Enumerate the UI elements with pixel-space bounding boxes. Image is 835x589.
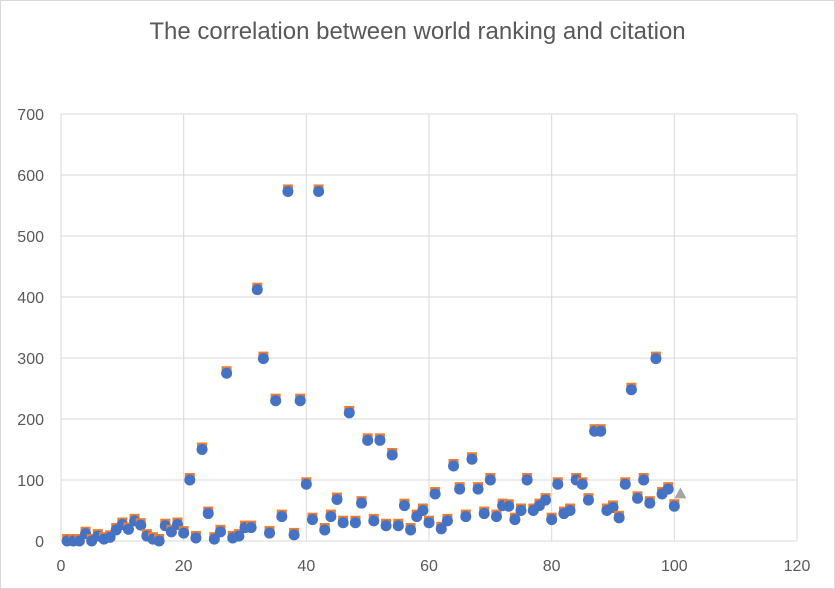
- data-point: [521, 474, 533, 486]
- data-point: [196, 444, 208, 455]
- data-point: [343, 407, 355, 419]
- y-axis-tick-labels: 0 100 200 300 400 500 600 700: [17, 107, 44, 551]
- data-point: [484, 474, 496, 486]
- data-point: [331, 494, 343, 506]
- data-point: [546, 514, 558, 526]
- data-point: [135, 519, 147, 531]
- triangle-data-point: [674, 487, 687, 499]
- data-point: [319, 524, 331, 536]
- data-point: [153, 535, 165, 547]
- data-point: [582, 494, 594, 506]
- data-point: [503, 500, 515, 512]
- data-point: [490, 511, 502, 523]
- data-point: [632, 492, 644, 504]
- data-point: [245, 522, 257, 534]
- data-point: [122, 523, 134, 535]
- data-point: [392, 520, 404, 532]
- data-point: [251, 284, 263, 296]
- data-point: [73, 535, 85, 547]
- data-point: [325, 511, 337, 523]
- data-point: [380, 520, 392, 532]
- y-tick-label: 500: [17, 229, 44, 246]
- data-point: [515, 505, 527, 516]
- data-point: [564, 505, 576, 516]
- x-axis-tick-labels: 0 20 40 60 80 100 120: [57, 558, 811, 575]
- data-point: [368, 515, 380, 527]
- data-point: [423, 517, 435, 529]
- y-tick-label: 0: [35, 534, 44, 551]
- data-point: [441, 515, 453, 527]
- data-point: [178, 527, 190, 539]
- data-point: [257, 353, 269, 365]
- data-point: [184, 474, 196, 486]
- data-point: [104, 531, 116, 543]
- data-point: [466, 453, 478, 465]
- data-point: [405, 524, 417, 536]
- y-tick-label: 600: [17, 168, 44, 185]
- data-point: [668, 500, 680, 512]
- data-point: [429, 488, 441, 500]
- data-point: [417, 505, 429, 516]
- data-point: [306, 514, 318, 526]
- gridlines: [60, 113, 798, 542]
- data-point: [644, 497, 656, 509]
- x-tick-label: 120: [784, 558, 811, 575]
- data-point: [509, 514, 521, 526]
- data-point: [607, 501, 619, 513]
- data-point: [448, 460, 460, 472]
- data-point: [294, 395, 306, 407]
- data-point: [478, 508, 490, 520]
- x-tick-label: 0: [57, 558, 66, 575]
- data-point: [276, 511, 288, 523]
- data-point: [386, 449, 398, 461]
- data-point: [595, 425, 607, 437]
- data-point: [625, 384, 637, 396]
- y-tick-label: 200: [17, 412, 44, 429]
- y-tick-label: 400: [17, 290, 44, 307]
- data-point: [208, 533, 220, 545]
- data-point: [282, 185, 294, 197]
- data-point: [362, 434, 374, 446]
- data-point: [221, 367, 233, 379]
- data-point: [300, 478, 312, 490]
- data-point: [374, 434, 386, 446]
- data-point: [356, 497, 368, 509]
- data-point: [435, 523, 447, 535]
- data-point: [576, 478, 588, 490]
- data-point: [650, 353, 662, 365]
- data-point: [638, 474, 650, 486]
- data-point: [202, 508, 214, 520]
- data-point: [270, 395, 282, 407]
- data-point: [313, 185, 325, 197]
- data-point: [472, 483, 484, 495]
- chart-title: The correlation between world ranking an…: [149, 18, 686, 45]
- data-point: [349, 517, 361, 529]
- x-tick-label: 40: [297, 558, 315, 575]
- data-point: [454, 483, 466, 495]
- data-point: [460, 511, 472, 523]
- y-tick-label: 300: [17, 351, 44, 368]
- x-tick-label: 100: [661, 558, 688, 575]
- x-tick-label: 60: [420, 558, 438, 575]
- data-point: [540, 494, 552, 506]
- data-point: [233, 530, 245, 542]
- data-point: [264, 527, 276, 539]
- data-point: [165, 526, 177, 538]
- data-points: [61, 184, 687, 547]
- data-point: [190, 532, 202, 544]
- data-point: [288, 529, 300, 541]
- x-tick-label: 80: [543, 558, 561, 575]
- y-tick-label: 100: [17, 473, 44, 490]
- data-point: [613, 512, 625, 524]
- data-point: [662, 483, 674, 495]
- data-point: [214, 526, 226, 538]
- data-point: [552, 478, 564, 490]
- data-point: [398, 500, 410, 512]
- data-point: [337, 517, 349, 529]
- y-tick-label: 700: [17, 107, 44, 124]
- x-tick-label: 20: [175, 558, 193, 575]
- data-point: [619, 478, 631, 490]
